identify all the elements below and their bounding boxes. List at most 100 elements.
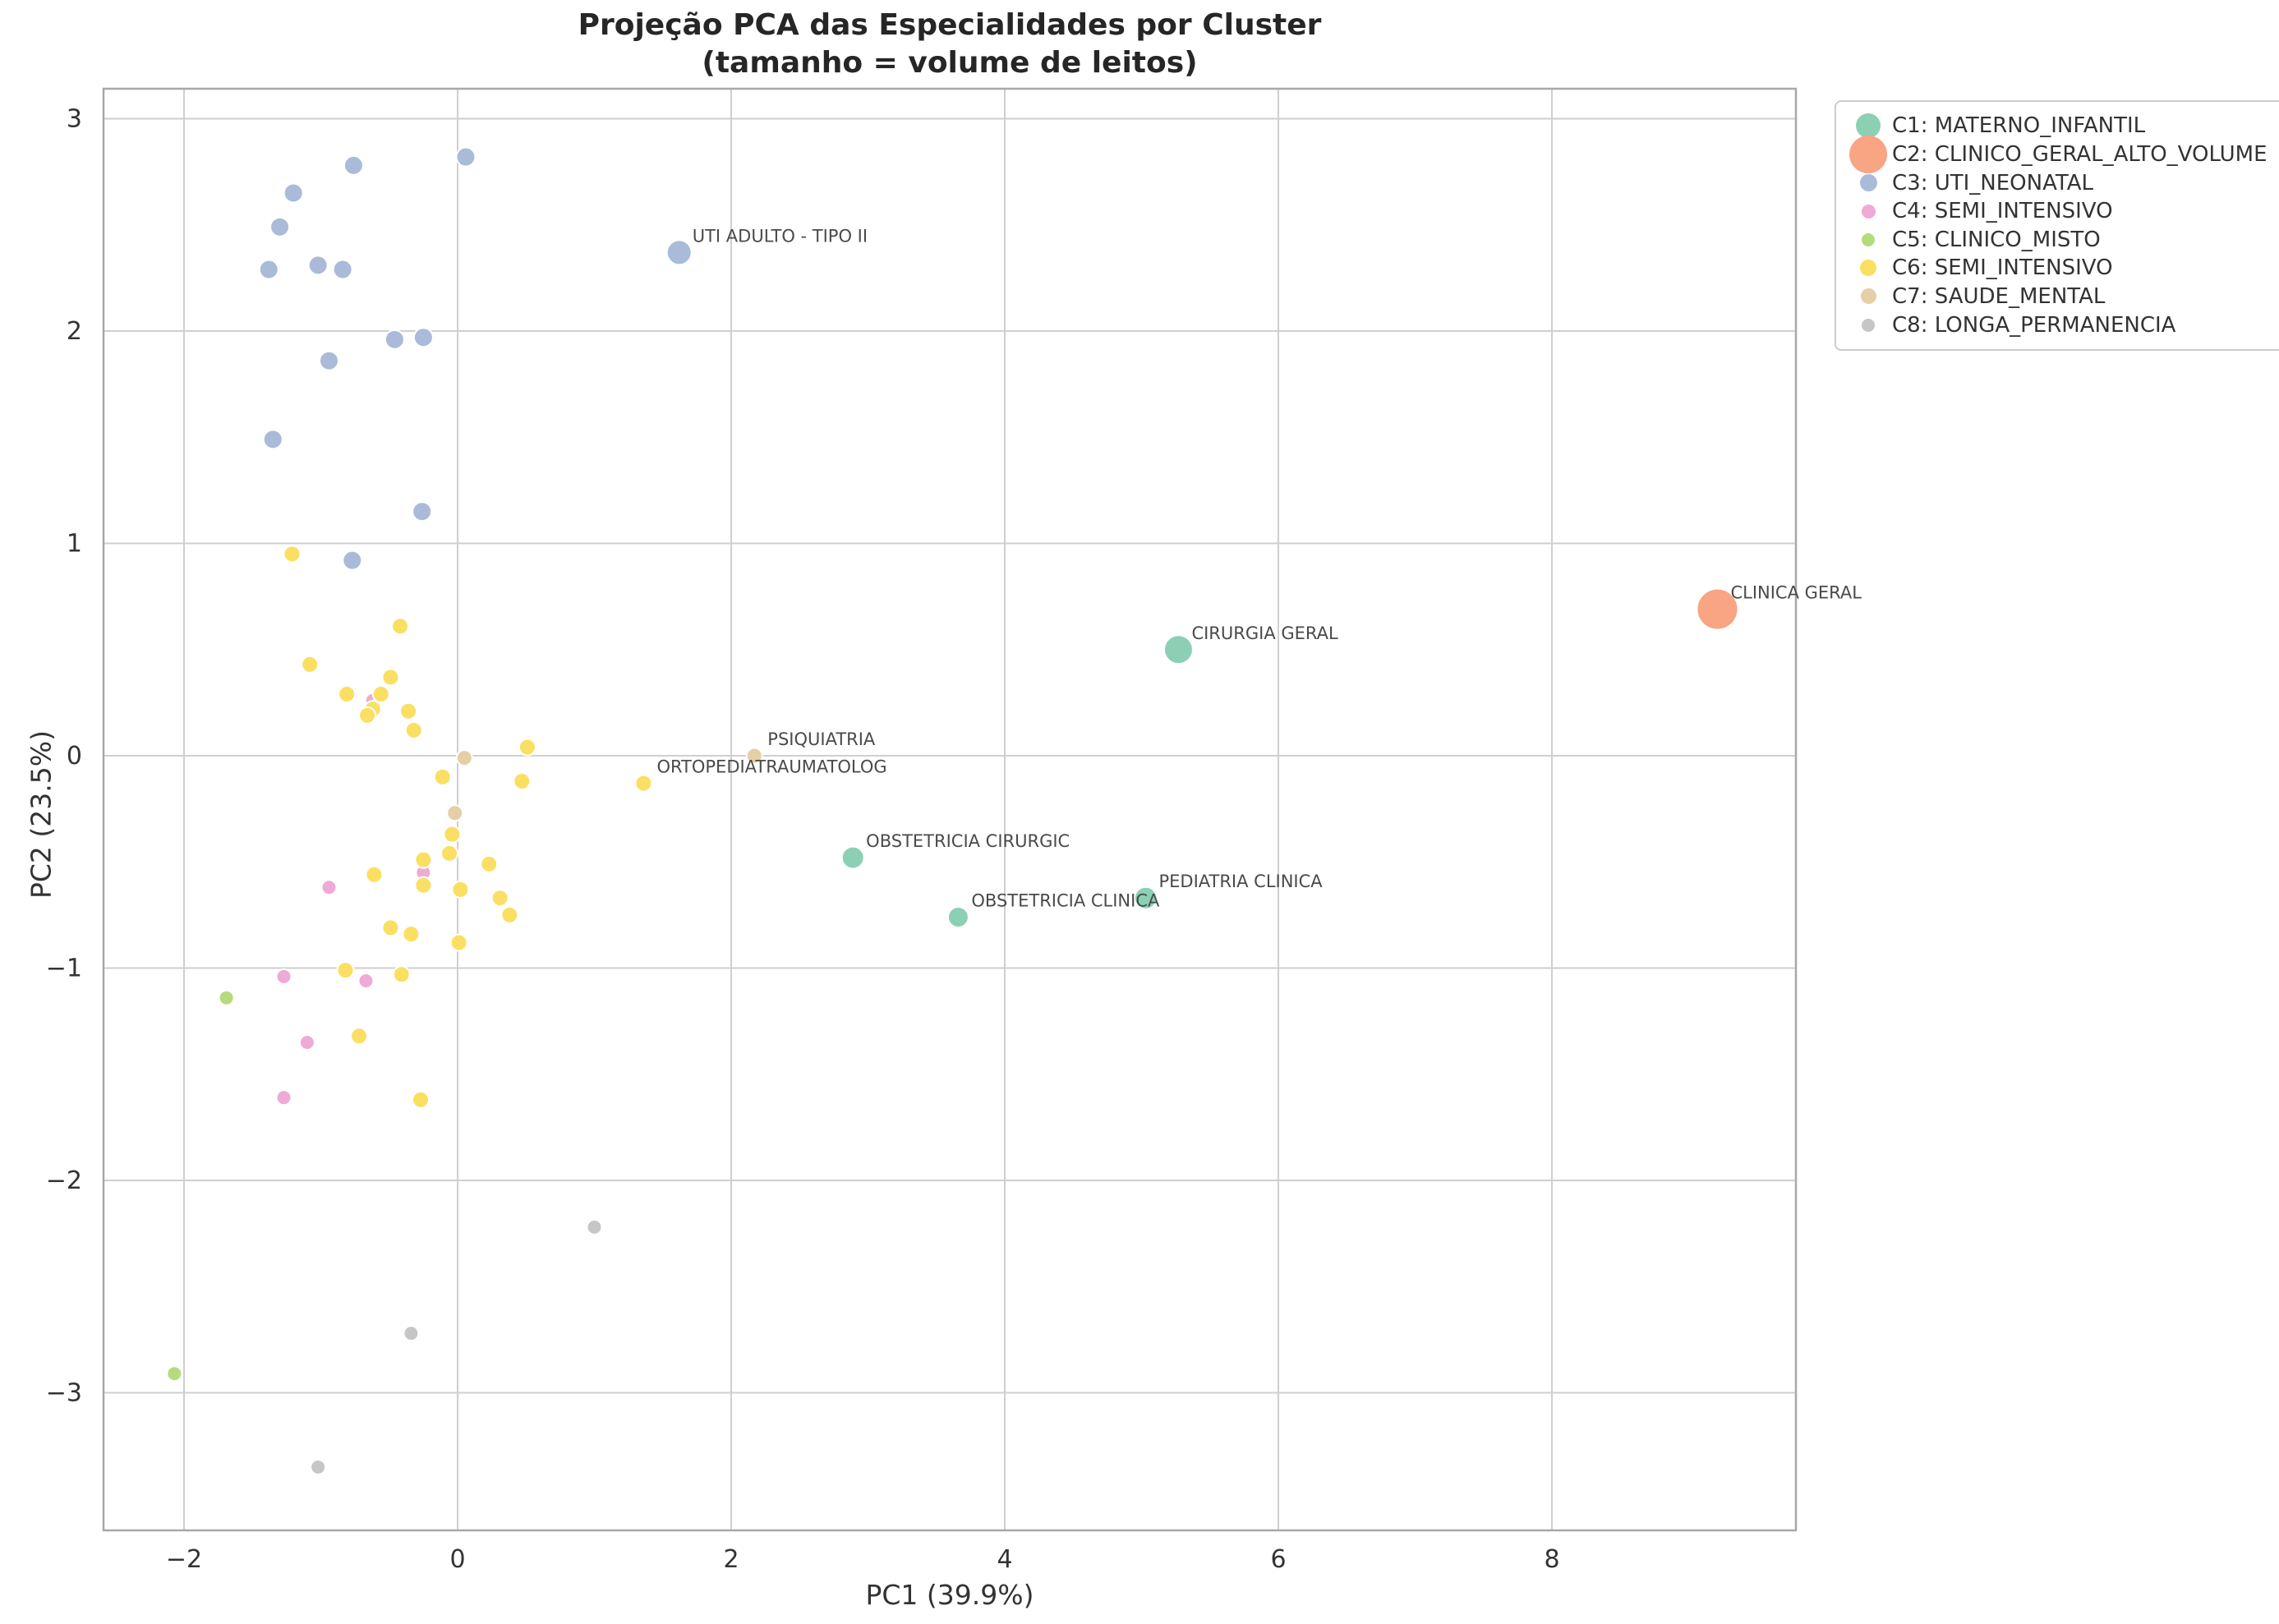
point-annotation: OBSTETRICIA CLINICA — [971, 890, 1160, 910]
legend-label: C4: SEMI_INTENSIVO — [1892, 199, 2113, 224]
point-annotation: CIRURGIA GERAL — [1191, 623, 1338, 643]
scatter-point-c7 — [455, 749, 473, 767]
y-tick-label: 3 — [67, 105, 82, 134]
legend-marker-icon — [1861, 204, 1876, 219]
x-tick-label: 6 — [1270, 1545, 1286, 1574]
legend-marker-cell — [1844, 318, 1892, 332]
y-tick-label: −2 — [46, 1166, 82, 1195]
legend-marker-cell — [1844, 232, 1892, 246]
legend-marker-icon — [1860, 260, 1876, 277]
legend-marker-icon — [1849, 136, 1887, 174]
chart-title: Projeção PCA das Especialidades por Clus… — [104, 7, 1796, 82]
scatter-point-c3 — [258, 259, 279, 280]
legend-item-c2: C2: CLINICO_GERAL_ALTO_VOLUME — [1844, 136, 2279, 174]
scatter-point-c6 — [371, 685, 390, 704]
scatter-point-c3 — [318, 350, 339, 371]
scatter-point-c5 — [166, 1365, 183, 1382]
y-tick-label: 2 — [67, 317, 82, 346]
scatter-point-c6 — [381, 668, 400, 687]
scatter-point-c6 — [513, 772, 532, 791]
scatter-point-c6 — [404, 720, 423, 739]
legend-label: C2: CLINICO_GERAL_ALTO_VOLUME — [1892, 142, 2267, 168]
scatter-point-c6 — [365, 865, 384, 884]
y-tick-label: 1 — [67, 530, 82, 559]
scatter-point-c6 — [518, 738, 536, 757]
scatter-point-c7 — [446, 804, 464, 822]
point-annotation: UTI ADULTO - TIPO II — [693, 226, 868, 246]
scatter-point-c4 — [275, 968, 292, 985]
scatter-point-c6 — [399, 702, 418, 720]
y-tick-label: 0 — [67, 742, 82, 771]
scatter-point-c8 — [403, 1325, 420, 1342]
scatter-point-c3 — [307, 255, 329, 276]
x-tick-label: 2 — [723, 1545, 739, 1574]
scatter-point-c4 — [357, 973, 375, 990]
legend-marker-cell — [1844, 174, 1892, 192]
legend-marker-cell — [1844, 260, 1892, 277]
scatter-point-c6 — [336, 961, 355, 980]
scatter-point-c3 — [283, 182, 304, 204]
legend-label: C5: CLINICO_MISTO — [1892, 227, 2101, 252]
scatter-point-c6 — [480, 854, 499, 873]
legend-marker-icon — [1856, 113, 1881, 139]
scatter-point-c4 — [320, 879, 338, 896]
legend-marker-icon — [1862, 318, 1875, 332]
point-annotation: OBSTETRICIA CIRURGIC — [866, 831, 1070, 851]
scatter-point-c6 — [414, 876, 433, 895]
scatter-point-c6 — [451, 880, 470, 899]
scatter-point-c3 — [262, 429, 283, 450]
legend-marker-cell — [1844, 136, 1892, 174]
x-tick-label: −2 — [166, 1545, 202, 1574]
legend-marker-icon — [1859, 174, 1877, 192]
scatter-point-c6 — [402, 925, 421, 944]
scatter-point-c6 — [449, 933, 468, 952]
scatter-point-c6 — [443, 825, 462, 844]
legend-item-c3: C3: UTI_NEONATAL — [1844, 168, 2279, 197]
scatter-point-c1 — [840, 845, 865, 870]
scatter-point-c6 — [392, 965, 411, 984]
legend-label: C8: LONGA_PERMANENCIA — [1892, 312, 2176, 338]
scatter-point-c3 — [412, 501, 433, 522]
scatter-point-c3 — [343, 154, 364, 176]
scatter-point-c6 — [490, 889, 509, 908]
scatter-point-c1 — [1133, 886, 1158, 910]
x-tick-label: 8 — [1544, 1545, 1559, 1574]
scatter-point-c6 — [350, 1027, 369, 1046]
scatter-point-c6 — [391, 617, 410, 636]
legend-item-c1: C1: MATERNO_INFANTIL — [1844, 112, 2279, 140]
scatter-point-c6 — [412, 1090, 430, 1109]
point-annotation: PEDIATRIA CLINICA — [1158, 872, 1323, 891]
scatter-point-c6 — [433, 767, 452, 786]
point-annotation: ORTOPEDIATRAUMATOLOG — [656, 757, 886, 777]
scatter-point-c6 — [381, 918, 400, 937]
y-axis-label: PC2 (23.5%) — [25, 730, 58, 899]
scatter-point-c3 — [342, 550, 363, 571]
scatter-point-c4 — [275, 1089, 292, 1106]
scatter-point-c6 — [358, 706, 377, 725]
scatter-point-c4 — [298, 1033, 315, 1051]
scatter-point-c8 — [310, 1458, 327, 1475]
scatter-point-c6 — [301, 655, 320, 674]
scatter-point-c3 — [332, 259, 353, 280]
x-tick-label: 4 — [997, 1545, 1012, 1574]
legend-label: C1: MATERNO_INFANTIL — [1892, 113, 2146, 139]
point-annotation: PSIQUIATRIA — [767, 729, 876, 749]
legend-label: C6: SEMI_INTENSIVO — [1892, 255, 2113, 281]
scatter-point-c6 — [283, 545, 302, 564]
legend-marker-icon — [1862, 232, 1875, 246]
scatter-point-c6 — [338, 685, 357, 704]
scatter-point-c2 — [1696, 587, 1739, 631]
legend-box: C1: MATERNO_INFANTIL C2: CLINICO_GERAL_AL… — [1835, 100, 2279, 351]
legend-item-c8: C8: LONGA_PERMANENCIA — [1844, 311, 2279, 339]
legend-marker-cell — [1844, 204, 1892, 219]
x-tick-label: 0 — [449, 1545, 465, 1574]
plot-border — [102, 87, 1798, 1532]
legend-marker-cell — [1844, 288, 1892, 305]
y-tick-label: −3 — [46, 1379, 82, 1408]
legend-item-c4: C4: SEMI_INTENSIVO — [1844, 197, 2279, 226]
chart-title-line1: Projeção PCA das Especialidades por Clus… — [578, 8, 1322, 42]
chart-title-line2: (tamanho = volume de leitos) — [702, 46, 1198, 80]
scatter-point-c1 — [946, 905, 969, 928]
